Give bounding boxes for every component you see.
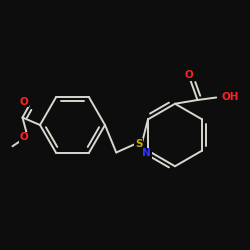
Text: N: N — [142, 148, 151, 158]
Text: O: O — [185, 70, 194, 81]
Text: S: S — [135, 139, 142, 149]
Text: O: O — [20, 97, 28, 107]
Text: O: O — [20, 132, 28, 142]
Text: OH: OH — [222, 92, 239, 102]
